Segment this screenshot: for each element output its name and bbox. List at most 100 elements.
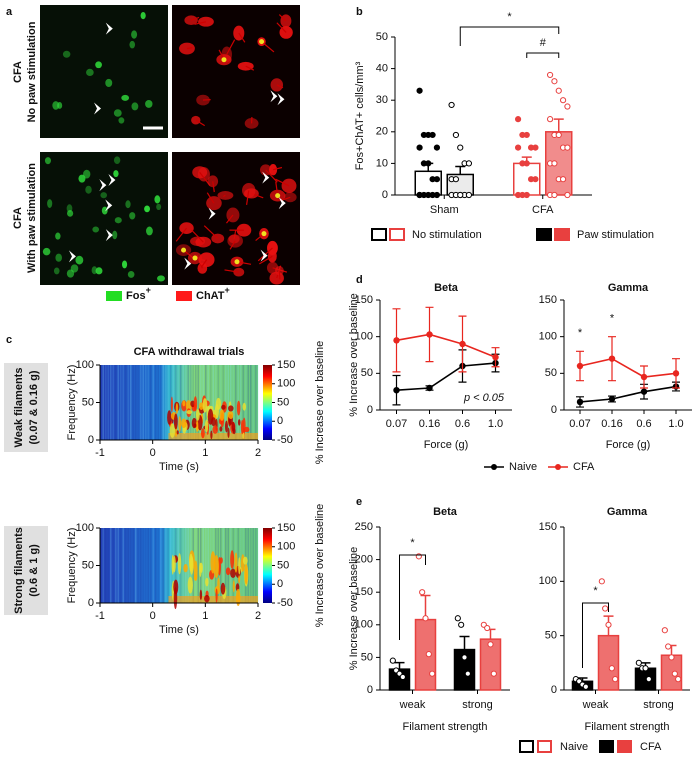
heatmap-texture — [112, 528, 114, 603]
heatmap-texture — [215, 365, 217, 440]
heatmap-texture — [105, 528, 107, 603]
colorbar-tick-label: 150 — [277, 522, 295, 534]
heatmap-texture — [212, 425, 218, 434]
heatmap-texture — [152, 365, 154, 440]
cell — [66, 204, 73, 213]
data-point — [551, 160, 558, 167]
heatmap-texture — [234, 552, 238, 573]
heatmap-texture — [132, 528, 134, 603]
colabel — [221, 57, 227, 63]
colorbar-tick-label: 50 — [277, 396, 289, 408]
data-point — [492, 354, 499, 361]
bar — [414, 170, 442, 196]
heatmap-texture — [207, 528, 209, 603]
arrowhead — [99, 179, 107, 192]
data-point — [487, 641, 494, 648]
heatmap-texture — [187, 528, 189, 603]
cell — [118, 117, 125, 124]
heatmap-texture — [219, 557, 223, 564]
heatmap-texture — [238, 575, 241, 584]
heatmap-texture — [255, 365, 257, 440]
x-tick-label: 0.16 — [419, 418, 440, 430]
x-tick-label: 0 — [150, 610, 156, 622]
heatmap-texture — [142, 528, 144, 603]
cell — [112, 230, 118, 240]
y-tick-label: 30 — [376, 94, 388, 106]
heatmap-texture — [172, 555, 176, 573]
heatmap-texture — [168, 433, 258, 440]
legend-swatch — [389, 228, 405, 241]
annotation: * — [410, 537, 415, 549]
heatmap-texture — [204, 594, 210, 603]
heatmap-texture — [137, 528, 139, 603]
y-tick-label: 150 — [539, 521, 557, 533]
heatmap-texture — [167, 528, 169, 603]
colorbar — [263, 365, 272, 440]
heatmap-texture — [205, 528, 207, 603]
arrowhead — [68, 250, 76, 263]
process — [229, 240, 236, 250]
y-tick-label: 0 — [382, 189, 388, 201]
heatmap-texture — [244, 563, 248, 585]
heatmap-texture — [102, 528, 104, 603]
heatmap-texture — [180, 418, 187, 429]
cell — [236, 223, 252, 237]
y-tick-label: 50 — [361, 367, 373, 379]
data-point — [452, 176, 460, 183]
panel-label: b — [356, 6, 363, 18]
heatmap-texture — [122, 528, 124, 603]
cell — [121, 94, 130, 101]
heatmap-texture — [228, 405, 234, 412]
legend-swatch — [106, 291, 122, 301]
heatmap-texture — [186, 410, 193, 415]
process — [175, 227, 188, 242]
x-axis-label: Time (s) — [159, 461, 199, 473]
y-tick-label: 100 — [539, 575, 557, 587]
series-line — [396, 333, 496, 358]
heatmap-texture — [227, 365, 229, 440]
process — [245, 190, 250, 205]
data-point — [426, 331, 433, 338]
heatmap-texture — [162, 528, 164, 603]
heatmap-texture — [236, 400, 241, 416]
heatmap-texture — [162, 365, 164, 440]
chart-title: Beta — [434, 282, 459, 294]
x-tick-label: CFA — [532, 204, 554, 216]
cell — [44, 157, 51, 165]
heatmap-texture — [167, 410, 172, 425]
data-point — [551, 191, 558, 199]
image-bg — [40, 5, 168, 138]
annotation: * — [593, 585, 598, 597]
heatmap-texture — [160, 365, 162, 440]
data-point — [465, 160, 473, 167]
panel-label: c — [6, 334, 12, 346]
heatmap-texture — [160, 528, 162, 603]
legend-label: CFA — [573, 461, 595, 473]
heatmap-texture — [245, 365, 247, 440]
data-point — [433, 144, 441, 151]
y-tick-label: 100 — [355, 619, 373, 631]
data-point — [608, 665, 615, 672]
legend-label: Paw stimulation — [577, 229, 654, 241]
row-label: Weak filaments — [13, 368, 25, 448]
data-point — [416, 191, 423, 199]
x-tick-label: 0.07 — [386, 418, 407, 430]
colorbar-tick-label: 0 — [277, 415, 283, 427]
heatmap-texture — [242, 365, 244, 440]
heatmap-texture — [165, 365, 167, 440]
data-point — [564, 144, 571, 151]
colorbar-tick-label: 150 — [277, 359, 295, 371]
heatmap-texture — [222, 528, 224, 603]
colorbar-tick-label: 0 — [277, 578, 283, 590]
data-point — [546, 71, 554, 79]
heatmap-texture — [167, 365, 169, 440]
heatmap-texture — [169, 423, 176, 438]
heatmap-texture — [112, 365, 114, 440]
process — [280, 196, 291, 202]
cell — [125, 200, 131, 209]
data-point — [425, 160, 432, 167]
data-point — [448, 101, 455, 109]
legend-swatch — [537, 740, 552, 753]
heatmap-texture — [110, 365, 112, 440]
heatmap-texture — [193, 396, 198, 412]
